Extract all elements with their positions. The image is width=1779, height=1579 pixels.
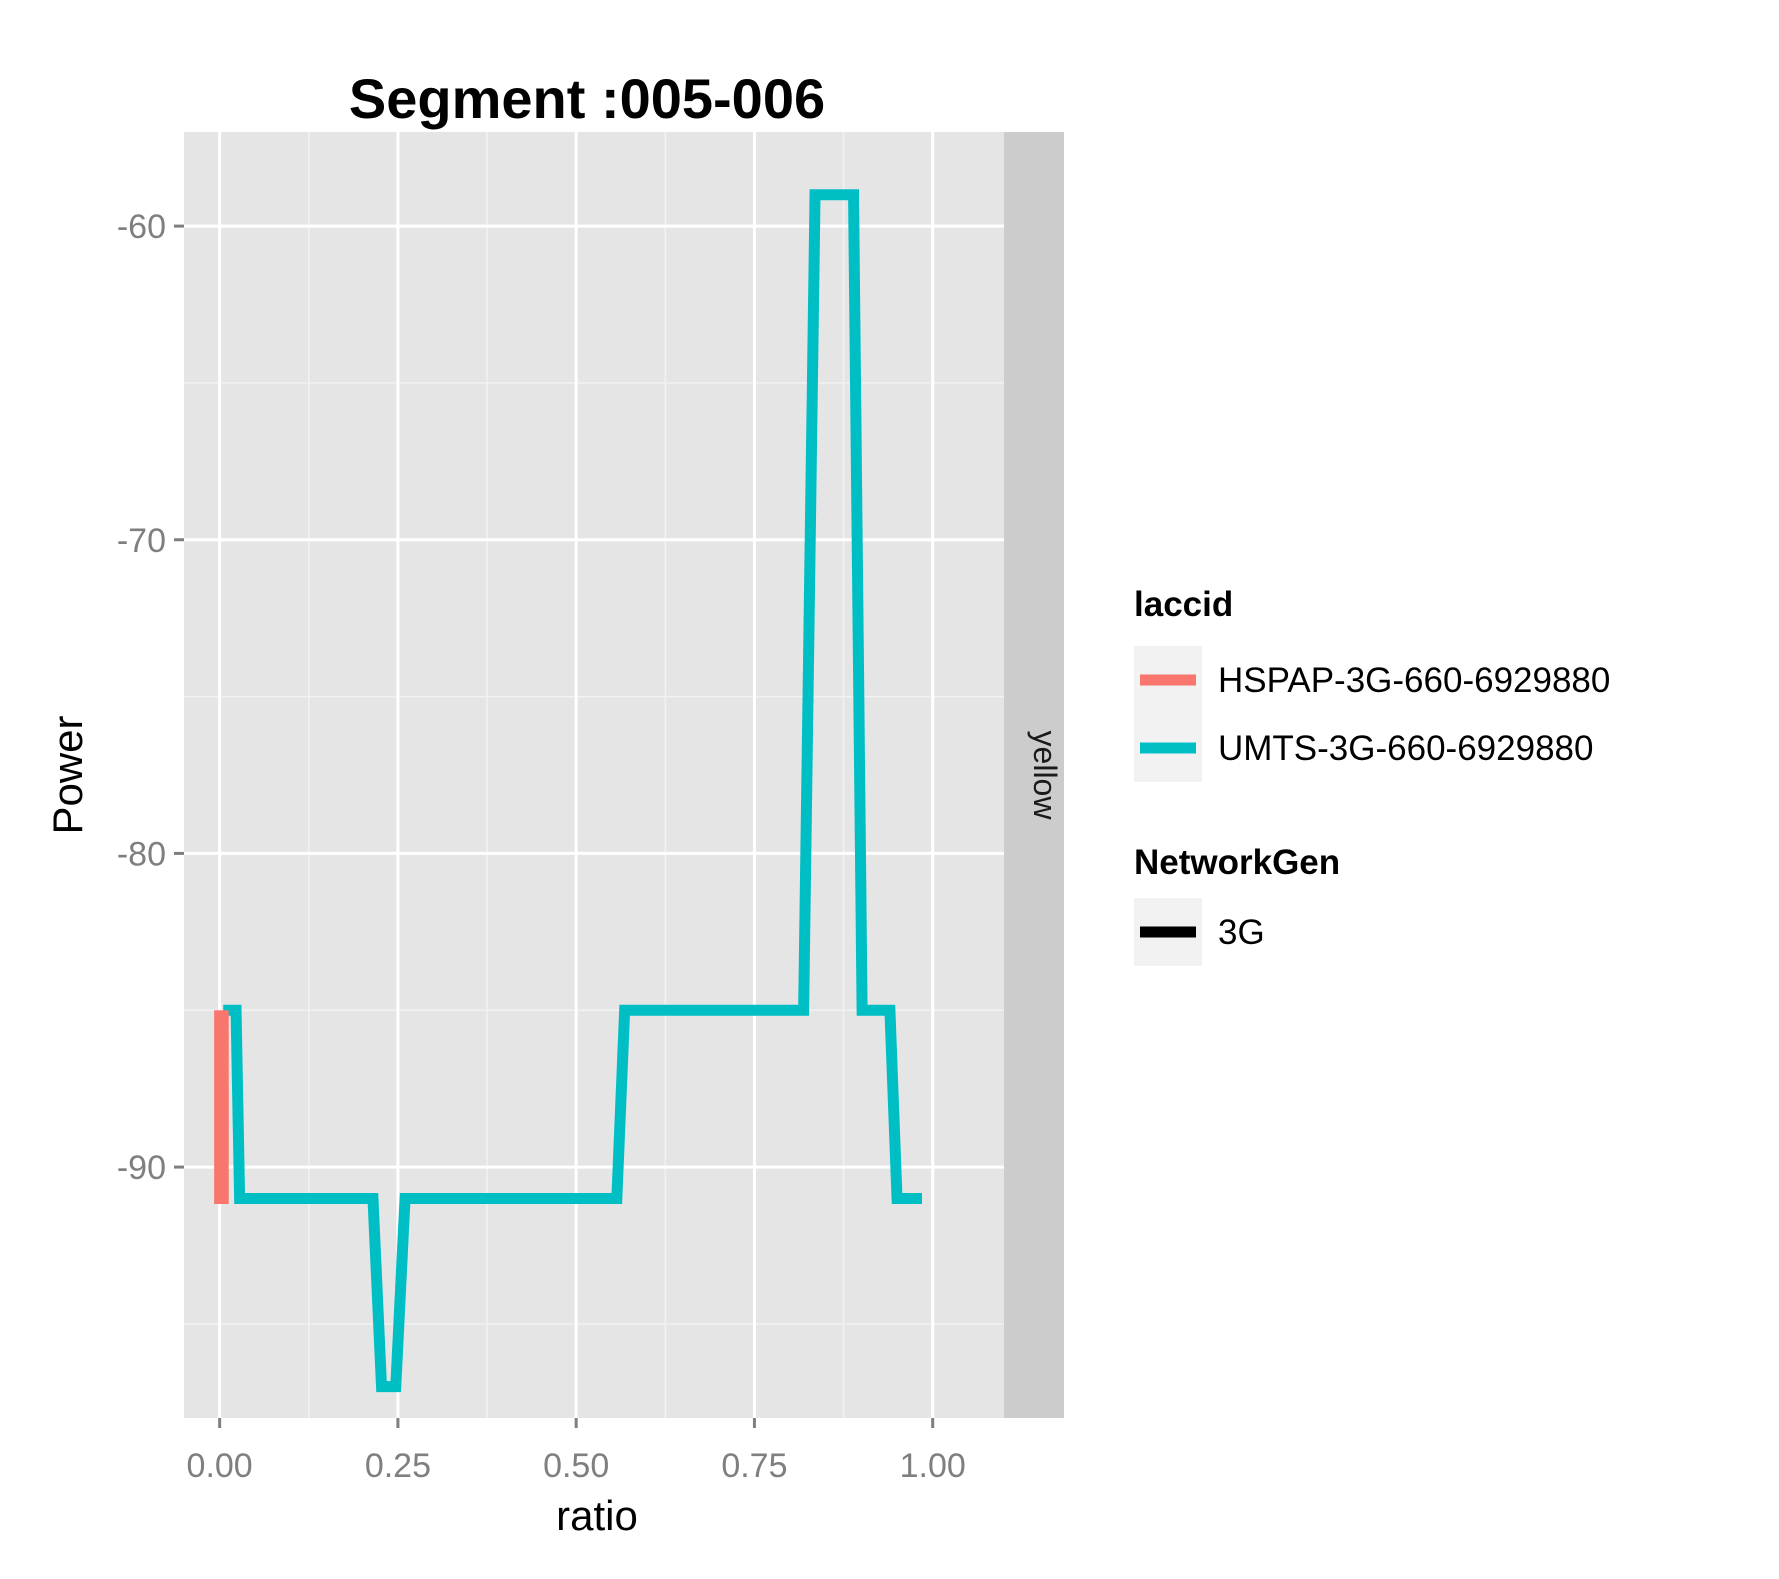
y-tick-label: -90 <box>117 1149 166 1187</box>
legend-item-label: HSPAP-3G-660-6929880 <box>1218 661 1610 700</box>
x-tick-label: 1.00 <box>900 1447 966 1485</box>
legend-title: NetworkGen <box>1134 843 1340 882</box>
y-tick-label: -60 <box>117 208 166 246</box>
series-lines-group <box>214 189 922 1393</box>
x-tick-label: 0.25 <box>365 1447 431 1485</box>
facet-strip-label: yellow <box>1027 731 1063 821</box>
x-tick-label: 0.50 <box>543 1447 609 1485</box>
facet-strip: yellow <box>1004 132 1064 1418</box>
legend-item-label: 3G <box>1218 913 1265 952</box>
legend: laccid HSPAP-3G-660-6929880 UMTS-3G-660-69… <box>1134 585 1610 966</box>
x-tick-label: 0.00 <box>187 1447 253 1485</box>
chart-title: Segment :005-006 <box>349 67 825 130</box>
y-tick-label: -80 <box>117 835 166 873</box>
y-tick-label: -70 <box>117 522 166 560</box>
y-axis-title: Power <box>44 715 91 834</box>
series-line-1 <box>214 1010 229 1204</box>
series-line-0 <box>223 189 922 1393</box>
axis-labels-group: 0.00 0.25 0.50 0.75 1.00 -90 -80 -70 -60 <box>117 208 966 1485</box>
x-tick-label: 0.75 <box>721 1447 787 1485</box>
plot-panel <box>184 132 1004 1418</box>
x-axis-title: ratio <box>556 1492 638 1539</box>
facet-strip-background <box>1004 132 1064 1418</box>
plot-panel-group <box>184 132 1004 1418</box>
legend-title: laccid <box>1134 585 1233 624</box>
legend-item-label: UMTS-3G-660-6929880 <box>1218 729 1593 768</box>
